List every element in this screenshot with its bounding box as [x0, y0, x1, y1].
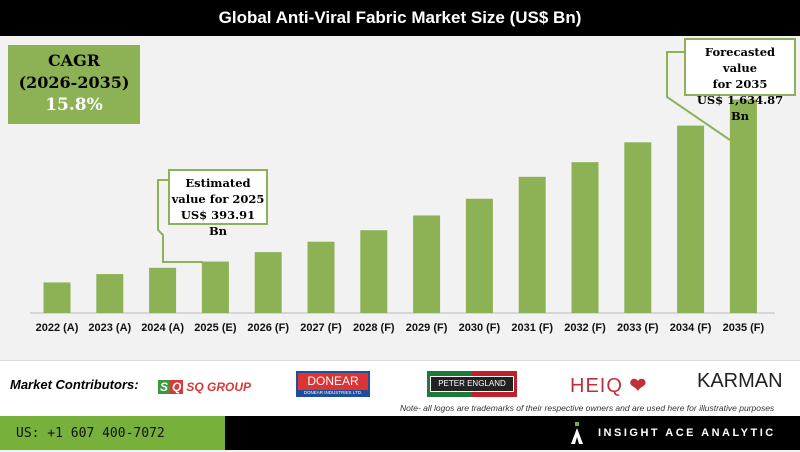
logo-karman: KARMAN [697, 370, 783, 392]
x-tick-label: 2027 (F) [300, 322, 342, 334]
callout-2025-connector [157, 179, 203, 263]
logo-donear-text: DONEAR [298, 373, 368, 390]
callout-2035-line1: Forecasted value [704, 45, 776, 75]
bar-2032 (F) [571, 162, 599, 313]
logo-donear: DONEAR DONEAR INDUSTRIES LTD. [296, 371, 370, 397]
brand-logo-icon [571, 422, 583, 444]
callout-2025-line3: US$ 393.91 Bn [180, 208, 256, 238]
market-contributors: Market Contributors: S Q SQ GROUP DONEAR DO… [0, 360, 800, 418]
bar-2028 (F) [360, 230, 388, 313]
x-tick-label: 2022 (A) [36, 322, 79, 334]
bar-2027 (F) [307, 241, 335, 313]
callout-2035-connector [666, 51, 731, 141]
bar-2026 (F) [254, 252, 282, 313]
bar-2025 (E) [201, 261, 229, 313]
cagr-box: CAGR (2026-2035) 15.8% [8, 45, 140, 124]
x-tick-label: 2029 (F) [406, 322, 448, 334]
brand-name: INSIGHT ACE ANALYTIC [598, 427, 776, 439]
callout-2035: Forecasted value for 2035 US$ 1,634.87 B… [684, 38, 796, 123]
x-tick-label: 2028 (F) [353, 322, 395, 334]
x-tick-label: 2031 (F) [511, 322, 553, 334]
logo-sq-group: S Q SQ GROUP [158, 380, 252, 394]
bar-2023 (A) [96, 274, 124, 313]
x-tick-label: 2023 (A) [88, 322, 131, 334]
phone-number[interactable]: US: +1 607 400-7072 [0, 416, 225, 450]
logo-pe-text: PETER ENGLAND [430, 376, 514, 392]
logo-heiq-text: HEIQ [570, 375, 623, 397]
callout-2025: Estimated value for 2025 US$ 393.91 Bn [168, 169, 268, 238]
x-tick-label: 2033 (F) [617, 322, 659, 334]
cagr-label: CAGR [47, 51, 101, 70]
bar-2035 (F) [729, 99, 757, 313]
cagr-value: 15.8% [45, 95, 103, 115]
bar-2024 (A) [149, 267, 177, 313]
logo-donear-sub: DONEAR INDUSTRIES LTD. [303, 390, 363, 395]
x-tick-label: 2030 (F) [459, 322, 501, 334]
x-tick-label: 2025 (E) [194, 322, 237, 334]
bar-2022 (A) [43, 282, 71, 313]
cagr-period: (2026-2035) [18, 73, 130, 92]
bar-2034 (F) [677, 125, 705, 313]
logo-peter-england: PETER ENGLAND [427, 371, 517, 397]
callout-2035-line3: US$ 1,634.87 Bn [696, 93, 784, 123]
x-tick-label: 2026 (F) [247, 322, 289, 334]
x-tick-label: 2034 (F) [670, 322, 712, 334]
chart-title: Global Anti-Viral Fabric Market Size (US… [0, 0, 800, 36]
bar-chart: 2022 (A) 2023 (A) 2024 (A) 2025 (E) 2026 (F)… [30, 51, 775, 334]
bar-2030 (F) [465, 198, 493, 313]
callout-2025-line2: value for 2025 [171, 192, 265, 206]
footer: US: +1 607 400-7072 INSIGHT ACE ANALYTIC [0, 416, 800, 450]
logos-note: Note- all logos are trademarks of their … [400, 403, 775, 413]
x-tick-label: 2035 (F) [723, 322, 765, 334]
bar-2031 (F) [518, 176, 546, 313]
logo-heiq: HEIQ ❤ [570, 375, 648, 397]
contributors-label: Market Contributors: [10, 377, 139, 392]
x-tick-label: 2032 (F) [564, 322, 606, 334]
x-tick-label: 2024 (A) [141, 322, 184, 334]
bar-2029 (F) [413, 215, 441, 313]
callout-2035-line2: for 2035 [712, 77, 768, 91]
callout-2025-line1: Estimated [185, 176, 251, 190]
bar-2033 (F) [624, 142, 652, 313]
logo-sq-text: SQ GROUP [186, 380, 252, 394]
